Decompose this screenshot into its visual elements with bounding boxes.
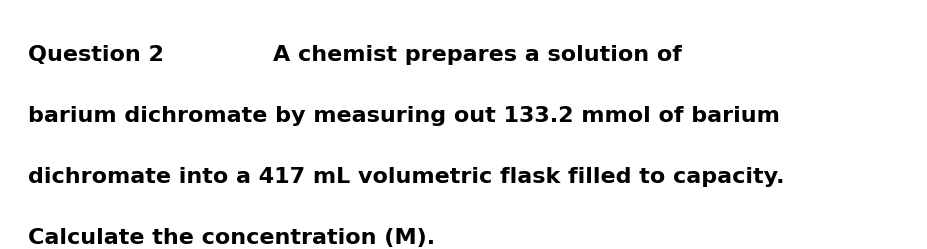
Text: barium dichromate by measuring out 133.2 mmol of barium: barium dichromate by measuring out 133.2… (28, 106, 780, 126)
Text: Calculate the concentration (M).: Calculate the concentration (M). (28, 228, 435, 248)
Text: A chemist prepares a solution of: A chemist prepares a solution of (273, 45, 682, 65)
Text: Question 2: Question 2 (28, 45, 164, 65)
Text: dichromate into a 417 mL volumetric flask filled to capacity.: dichromate into a 417 mL volumetric flas… (28, 167, 784, 187)
